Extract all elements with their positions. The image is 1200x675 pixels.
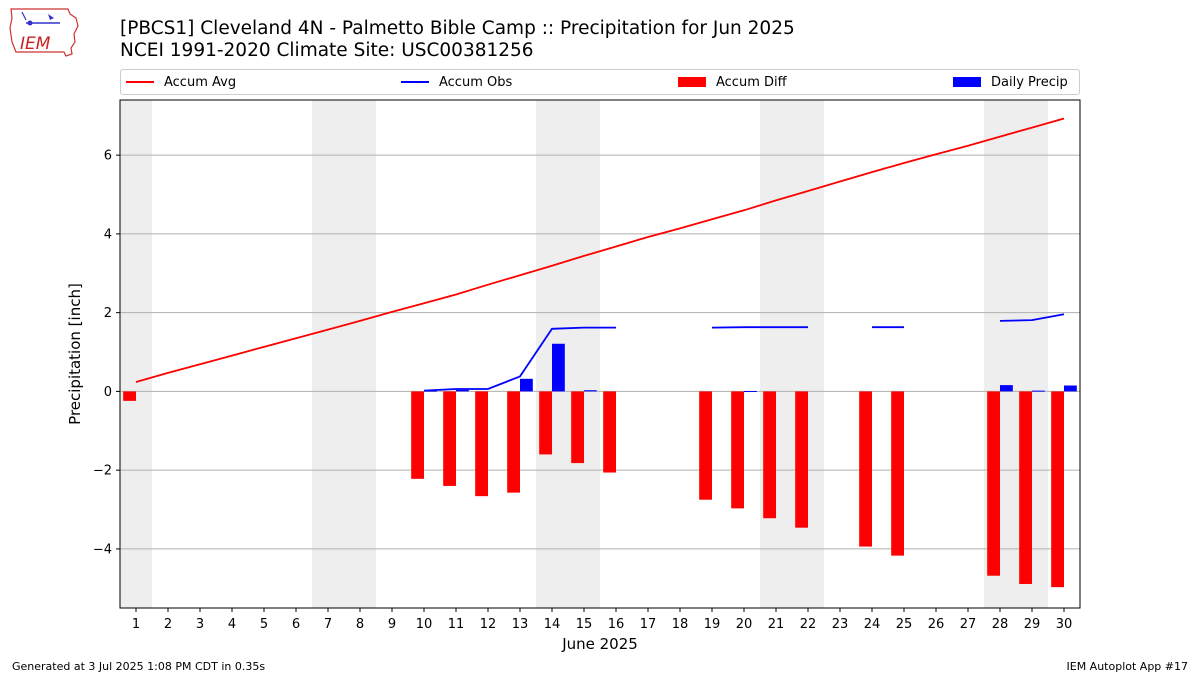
daily-precip-bar-day-30 <box>1064 385 1077 392</box>
xtick-label-26: 26 <box>928 617 945 632</box>
accum-diff-bar-day-11 <box>443 391 456 486</box>
generated-timestamp: Generated at 3 Jul 2025 1:08 PM CDT in 0… <box>12 660 266 673</box>
xtick-label-2: 2 <box>164 617 172 632</box>
xtick-label-6: 6 <box>292 617 300 632</box>
legend-label-accum-obs: Accum Obs <box>439 74 513 90</box>
accum-diff-bar-day-30 <box>1051 391 1064 588</box>
plot-frame <box>119 99 1081 609</box>
xtick-label-23: 23 <box>832 617 849 632</box>
accum-diff-bar-day-24 <box>859 391 872 547</box>
accum-avg-line-segment-0 <box>135 117 1065 383</box>
weekend-band-2 <box>536 100 600 608</box>
daily-precip-bar-day-15 <box>584 390 597 392</box>
xtick-label-22: 22 <box>800 617 817 632</box>
xtick-label-18: 18 <box>672 617 689 632</box>
iowa-state-logo-icon: IEM <box>9 8 79 57</box>
xtick-label-4: 4 <box>228 617 236 632</box>
accum-diff-bar-day-25 <box>891 391 904 556</box>
xtick-label-5: 5 <box>260 617 268 632</box>
accum-diff-bar-day-20 <box>731 391 744 509</box>
xtick-label-27: 27 <box>960 617 977 632</box>
lines <box>135 117 1065 392</box>
y-axis-label: Precipitation [inch] <box>66 283 84 425</box>
xtick-label-15: 15 <box>576 617 593 632</box>
weekend-band-1 <box>312 100 376 608</box>
accum-diff-bar-day-29 <box>1019 391 1032 584</box>
accum-diff-bar-day-15 <box>571 391 584 464</box>
accum-diff-bar-day-1 <box>123 391 136 401</box>
x-ticks: 1 2 3 4 5 6 7 8 9 10 11 12 13 14 15 16 17 18 19 20 21 22 23 24 2… <box>132 608 1072 632</box>
accum-diff-bar-day-12 <box>475 391 488 497</box>
daily-precip-bar-day-13 <box>520 378 533 392</box>
xtick-label-1: 1 <box>132 617 140 632</box>
legend-item-accum-obs: Accum Obs <box>401 70 512 94</box>
ytick-label--4: −4 <box>93 542 112 557</box>
accum-obs-line-segment-0 <box>423 326 616 392</box>
ytick-label-4: 4 <box>104 227 112 242</box>
legend-item-accum-avg: Accum Avg <box>126 70 236 94</box>
daily-precip-bar-day-29 <box>1032 390 1045 392</box>
xtick-label-21: 21 <box>768 617 785 632</box>
xtick-label-12: 12 <box>480 617 497 632</box>
daily-precip-bar-day-11 <box>456 389 469 392</box>
legend: Accum Avg Accum Obs Accum Diff Daily Pre… <box>120 69 1080 95</box>
legend-label-accum-avg: Accum Avg <box>164 74 237 90</box>
ytick-label-2: 2 <box>104 306 112 321</box>
weekend-band-0 <box>120 100 152 608</box>
daily-precip-bar-day-14 <box>552 343 565 392</box>
ytick-label-0: 0 <box>104 385 112 400</box>
xtick-label-17: 17 <box>640 617 657 632</box>
xtick-label-9: 9 <box>388 617 396 632</box>
iem-logo: IEM <box>8 6 80 60</box>
xtick-label-29: 29 <box>1024 617 1041 632</box>
xtick-label-30: 30 <box>1056 617 1073 632</box>
xtick-label-28: 28 <box>992 617 1009 632</box>
legend-swatch-accum-diff <box>678 77 706 87</box>
y-ticks: −4 −2 0 2 4 6 <box>93 149 120 557</box>
daily-precip-bar-day-20 <box>744 391 757 393</box>
accum-diff-bar-day-21 <box>763 391 776 519</box>
legend-label-daily-precip: Daily Precip <box>991 74 1068 90</box>
accum-diff-bar-day-28 <box>987 391 1000 576</box>
bars <box>123 343 1077 588</box>
accum-diff-bar-day-10 <box>411 391 424 479</box>
legend-swatch-daily-precip <box>953 77 981 87</box>
accum-obs-line-segment-3 <box>999 313 1065 322</box>
legend-label-accum-diff: Accum Diff <box>716 74 787 90</box>
xtick-label-11: 11 <box>448 617 465 632</box>
ytick-label--2: −2 <box>93 464 112 479</box>
legend-swatch-accum-obs <box>401 81 429 83</box>
autoplot-app-label: IEM Autoplot App #17 <box>1066 660 1189 673</box>
xtick-label-8: 8 <box>356 617 364 632</box>
legend-item-accum-diff: Accum Diff <box>678 70 787 94</box>
xtick-label-16: 16 <box>608 617 625 632</box>
legend-item-daily-precip: Daily Precip <box>953 70 1068 94</box>
xtick-label-24: 24 <box>864 617 881 632</box>
y-gridlines <box>120 154 1080 550</box>
accum-diff-bar-day-19 <box>699 391 712 500</box>
chart-title: [PBCS1] Cleveland 4N - Palmetto Bible Ca… <box>120 18 795 39</box>
x-axis-label: June 2025 <box>561 635 638 653</box>
accum-diff-bar-day-14 <box>539 391 552 455</box>
weekend-shading <box>120 100 1048 608</box>
weekend-band-3 <box>760 100 824 608</box>
accum-diff-bar-day-16 <box>603 391 616 473</box>
daily-precip-bar-day-28 <box>1000 385 1013 392</box>
accum-diff-bar-day-13 <box>507 391 520 493</box>
ytick-label-6: 6 <box>104 149 112 164</box>
legend-swatch-accum-avg <box>126 81 154 83</box>
xtick-label-20: 20 <box>736 617 753 632</box>
xtick-label-14: 14 <box>544 617 561 632</box>
xtick-label-19: 19 <box>704 617 721 632</box>
svg-text:IEM: IEM <box>20 34 51 54</box>
accum-diff-bar-day-22 <box>795 391 808 528</box>
chart-subtitle: NCEI 1991-2020 Climate Site: USC00381256 <box>120 40 534 61</box>
xtick-label-13: 13 <box>512 617 529 632</box>
xtick-label-25: 25 <box>896 617 913 632</box>
xtick-label-3: 3 <box>196 617 204 632</box>
xtick-label-7: 7 <box>324 617 332 632</box>
xtick-label-10: 10 <box>416 617 433 632</box>
